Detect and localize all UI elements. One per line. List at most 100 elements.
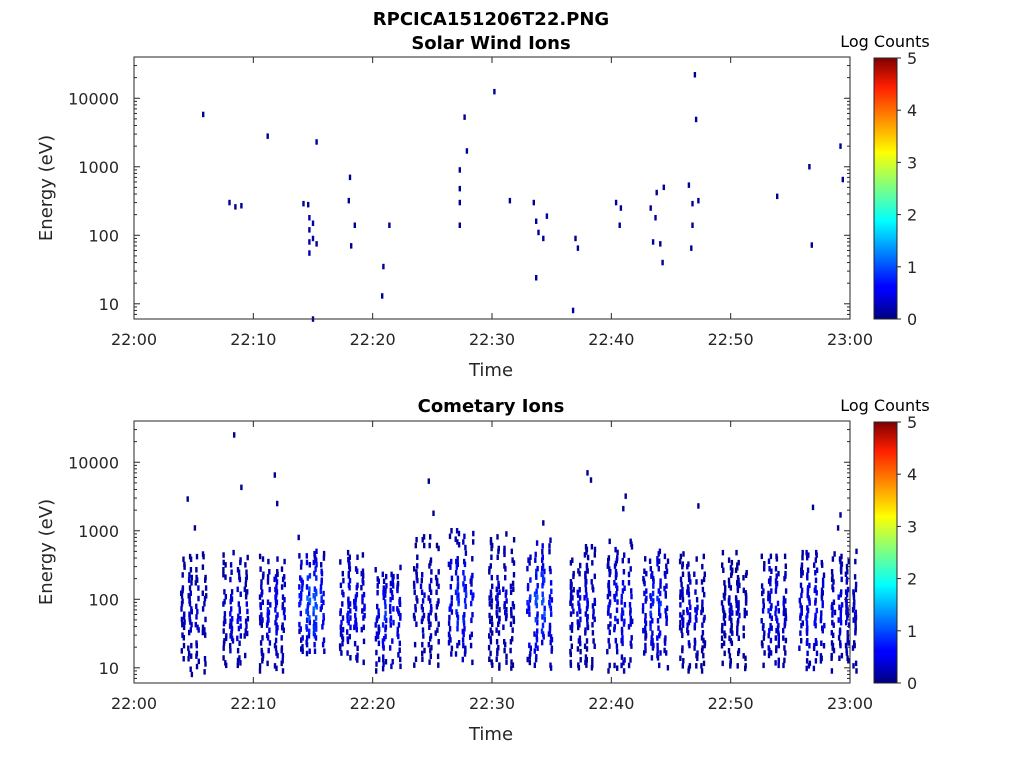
count-cell xyxy=(504,609,507,616)
count-cell xyxy=(350,243,353,249)
count-cell xyxy=(308,597,312,603)
count-cell xyxy=(536,614,539,620)
count-cell xyxy=(299,575,302,581)
count-cell xyxy=(656,556,659,562)
count-cell xyxy=(308,615,311,621)
count-cell xyxy=(339,624,342,631)
count-cell xyxy=(314,601,317,608)
count-cell xyxy=(643,590,646,597)
count-cell xyxy=(308,227,311,233)
count-cell xyxy=(543,577,546,583)
count-cell xyxy=(592,638,595,644)
count-cell xyxy=(391,659,394,665)
count-cell xyxy=(419,583,423,590)
count-cell xyxy=(541,554,544,560)
count-cell xyxy=(762,662,765,669)
count-cell xyxy=(447,640,451,646)
count-cell xyxy=(644,613,647,619)
count-cell xyxy=(498,615,501,622)
count-cell xyxy=(742,632,745,639)
count-cell xyxy=(620,662,623,669)
count-cell xyxy=(649,625,652,631)
count-cell xyxy=(616,599,619,605)
count-cell xyxy=(448,626,452,632)
count-cell xyxy=(840,602,844,608)
count-cell xyxy=(398,640,401,647)
count-cell xyxy=(427,612,430,619)
count-cell xyxy=(782,605,786,612)
count-cell xyxy=(496,554,499,560)
count-cell xyxy=(535,218,538,224)
count-cell xyxy=(237,625,241,632)
count-cell xyxy=(381,638,385,644)
count-cell xyxy=(186,496,189,502)
count-cell xyxy=(314,566,317,572)
count-cell xyxy=(430,577,433,584)
count-cell xyxy=(321,624,324,630)
count-cell xyxy=(569,611,573,617)
count-cell xyxy=(657,566,660,572)
count-cell xyxy=(512,615,515,622)
count-cell xyxy=(505,607,508,613)
count-cell xyxy=(347,582,351,589)
count-cell xyxy=(608,662,611,669)
y-tick-label: 10000 xyxy=(68,89,119,108)
count-cell xyxy=(620,626,624,633)
count-cell xyxy=(456,626,459,632)
count-cell xyxy=(535,634,538,640)
count-cell xyxy=(621,607,624,613)
count-cell xyxy=(540,628,544,634)
count-cell xyxy=(768,566,771,572)
count-cell xyxy=(703,640,707,646)
count-cell xyxy=(541,600,544,606)
count-cell xyxy=(783,657,786,664)
count-cell xyxy=(586,597,589,604)
count-cell xyxy=(384,592,387,598)
count-cell xyxy=(550,597,554,603)
count-cell xyxy=(307,601,310,608)
count-cell xyxy=(389,622,392,628)
count-cell xyxy=(679,589,682,595)
count-cell xyxy=(353,222,356,228)
count-cell xyxy=(320,604,323,610)
count-cell xyxy=(723,630,726,636)
count-cell xyxy=(801,549,804,556)
count-cell xyxy=(341,633,344,640)
count-cell xyxy=(420,577,423,584)
count-cell xyxy=(774,635,777,641)
count-cell xyxy=(534,557,537,563)
count-cell xyxy=(649,610,652,617)
count-cell xyxy=(614,574,618,580)
count-cell xyxy=(274,637,278,644)
count-cell xyxy=(830,630,833,636)
count-cell xyxy=(280,635,283,641)
count-cell xyxy=(489,537,493,543)
count-cell xyxy=(576,611,579,617)
count-cell xyxy=(656,642,659,649)
count-cell xyxy=(569,579,573,585)
count-cell xyxy=(464,544,467,551)
count-cell xyxy=(630,541,633,547)
count-cell xyxy=(354,612,357,619)
count-cell xyxy=(457,600,460,607)
count-cell xyxy=(537,229,540,236)
count-cell xyxy=(744,663,747,669)
count-cell xyxy=(190,642,193,649)
count-cell xyxy=(346,636,349,642)
count-cell xyxy=(447,631,451,638)
count-cell xyxy=(642,627,645,634)
count-cell xyxy=(450,595,453,601)
count-cell xyxy=(342,577,345,584)
count-cell xyxy=(361,577,364,584)
count-cell xyxy=(535,636,539,643)
count-cell xyxy=(308,573,312,579)
count-cell xyxy=(536,594,539,600)
count-cell xyxy=(435,604,439,610)
count-cell xyxy=(606,610,610,616)
colorbar-tick-label: 1 xyxy=(907,258,917,277)
count-cell xyxy=(769,650,773,656)
count-cell xyxy=(679,655,682,661)
count-cell xyxy=(308,215,311,221)
count-cell xyxy=(730,559,734,566)
